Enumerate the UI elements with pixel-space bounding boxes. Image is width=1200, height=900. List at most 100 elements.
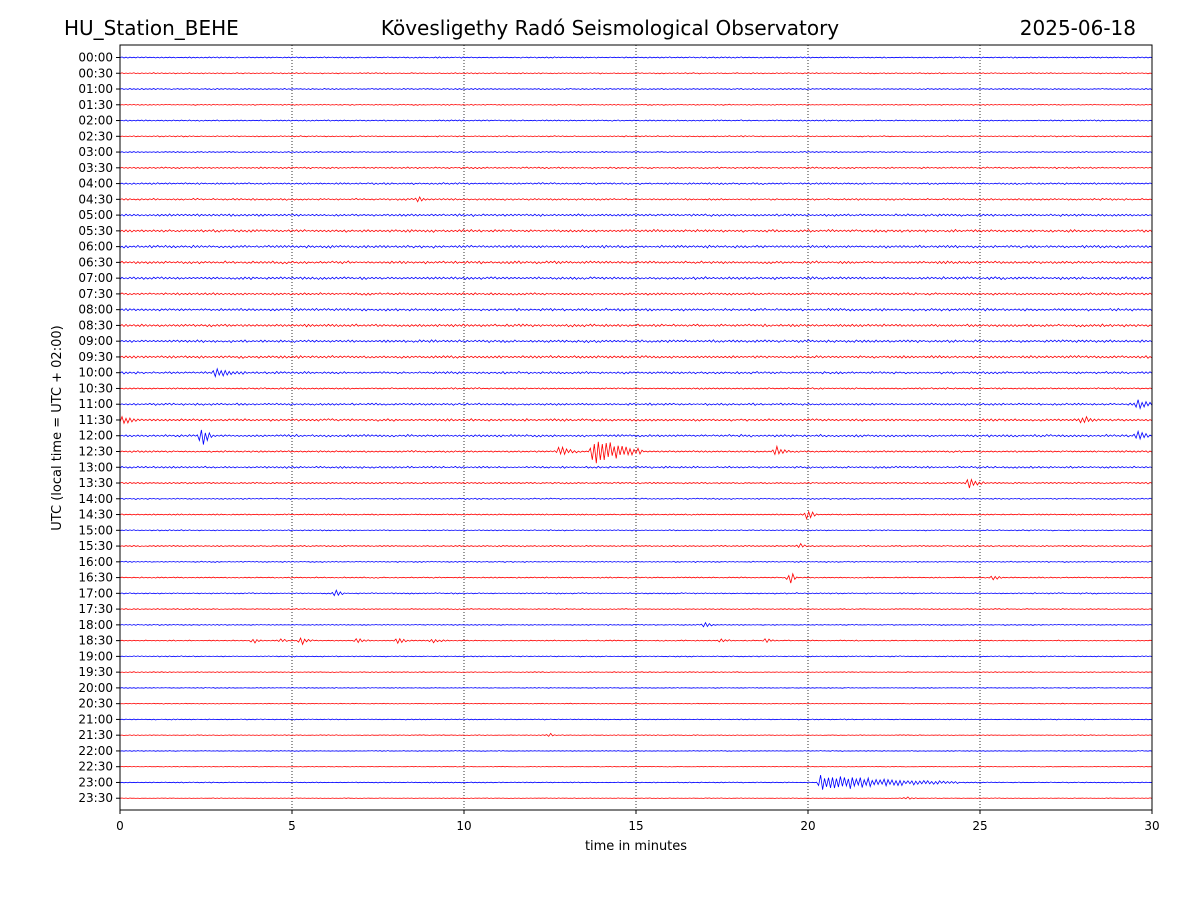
trace-2130	[119, 732, 1153, 737]
trace-0730	[119, 292, 1153, 296]
trace-1900	[119, 655, 1153, 658]
y-tick-label: 07:30	[78, 287, 113, 301]
y-tick-label: 19:30	[78, 665, 113, 679]
y-tick-label: 09:00	[78, 334, 113, 348]
y-tick-label: 08:30	[78, 318, 113, 332]
trace-1400	[119, 497, 1153, 500]
x-tick-label: 10	[456, 819, 471, 833]
y-tick-label: 23:30	[78, 791, 113, 805]
y-tick-label: 10:30	[78, 381, 113, 395]
trace-1300	[119, 465, 1153, 469]
y-tick-label: 01:30	[78, 98, 113, 112]
trace-1530	[119, 542, 1153, 549]
grid-lines	[291, 45, 981, 810]
trace-1430	[119, 510, 1153, 521]
y-tick-label: 22:00	[78, 744, 113, 758]
y-tick-label: 05:30	[78, 224, 113, 238]
y-tick-label: 02:00	[78, 114, 113, 128]
x-tick-label: 20	[800, 819, 815, 833]
trace-lines	[119, 56, 1153, 800]
trace-0900	[119, 339, 1153, 344]
y-tick-label: 14:30	[78, 508, 113, 522]
trace-1800	[119, 621, 1153, 628]
trace-1730	[119, 608, 1153, 611]
x-tick-label: 25	[972, 819, 987, 833]
x-tick-label: 30	[1144, 819, 1159, 833]
trace-2200	[119, 750, 1153, 752]
y-tick-label: 12:30	[78, 445, 113, 459]
y-tick-label: 19:00	[78, 649, 113, 663]
trace-0800	[119, 307, 1153, 312]
y-tick-label: 18:30	[78, 634, 113, 648]
y-tick-label: 00:00	[78, 51, 113, 65]
y-tick-label: 03:00	[78, 145, 113, 159]
station-label: HU_Station_BEHE	[64, 16, 239, 40]
y-tick-label: 01:00	[78, 82, 113, 96]
trace-1600	[119, 560, 1153, 563]
y-tick-label: 16:30	[78, 571, 113, 585]
y-tick-label: 15:30	[78, 539, 113, 553]
trace-1100	[119, 399, 1153, 410]
x-tick-label: 5	[288, 819, 296, 833]
y-tick-label: 18:00	[78, 618, 113, 632]
trace-1500	[119, 529, 1153, 532]
y-tick-label: 10:00	[78, 366, 113, 380]
trace-0930	[119, 355, 1153, 359]
y-tick-label: 15:00	[78, 523, 113, 537]
trace-0130	[119, 103, 1153, 106]
y-tick-label: 21:30	[78, 728, 113, 742]
y-tick-label: 17:00	[78, 586, 113, 600]
trace-1330	[119, 478, 1153, 489]
y-axis-label: UTC (local time = UTC + 02:00)	[50, 325, 65, 530]
x-tick-label: 15	[628, 819, 643, 833]
trace-1930	[119, 671, 1153, 674]
trace-0200	[119, 119, 1153, 122]
chart-title: Kövesligethy Radó Seismological Observat…	[381, 16, 839, 40]
trace-2300	[119, 775, 1153, 790]
y-tick-label: 13:30	[78, 476, 113, 490]
trace-2000	[119, 687, 1153, 689]
y-tick-label: 13:00	[78, 460, 113, 474]
trace-0430	[119, 196, 1153, 203]
y-tick-label: 21:00	[78, 712, 113, 726]
trace-2030	[119, 702, 1153, 705]
y-tick-label: 09:30	[78, 350, 113, 364]
trace-1000	[119, 367, 1153, 379]
trace-0600	[119, 244, 1153, 249]
trace-1200	[119, 429, 1153, 445]
trace-2230	[119, 765, 1153, 768]
trace-0400	[119, 182, 1153, 186]
y-tick-label: 11:00	[78, 397, 113, 411]
y-tick-label: 16:00	[78, 555, 113, 569]
trace-0530	[119, 228, 1153, 233]
y-tick-label: 08:00	[78, 303, 113, 317]
trace-0000	[119, 56, 1153, 59]
date-label: 2025-06-18	[1020, 16, 1136, 40]
y-tick-label: 20:30	[78, 697, 113, 711]
trace-1630	[119, 572, 1153, 584]
y-tick-label: 17:30	[78, 602, 113, 616]
y-tick-label: 00:30	[78, 66, 113, 80]
y-tick-label: 04:00	[78, 177, 113, 191]
trace-0630	[119, 260, 1153, 265]
y-tick-label: 23:00	[78, 775, 113, 789]
trace-0700	[119, 276, 1153, 281]
x-tick-labels: 0 5 10 15 20 25 30	[116, 810, 1160, 833]
trace-0300	[119, 150, 1153, 154]
trace-0830	[119, 323, 1153, 328]
trace-0230	[119, 135, 1153, 138]
y-tick-label: 07:00	[78, 271, 113, 285]
y-tick-label: 22:30	[78, 760, 113, 774]
trace-1230	[119, 441, 1153, 464]
y-tick-label: 14:00	[78, 492, 113, 506]
y-tick-label: 02:30	[78, 129, 113, 143]
y-tick-label: 06:30	[78, 255, 113, 269]
y-tick-label: 03:30	[78, 161, 113, 175]
y-tick-label: 06:00	[78, 240, 113, 254]
y-tick-label: 11:30	[78, 413, 113, 427]
trace-0500	[119, 213, 1153, 217]
trace-1830	[119, 637, 1153, 646]
trace-0100	[119, 87, 1153, 91]
